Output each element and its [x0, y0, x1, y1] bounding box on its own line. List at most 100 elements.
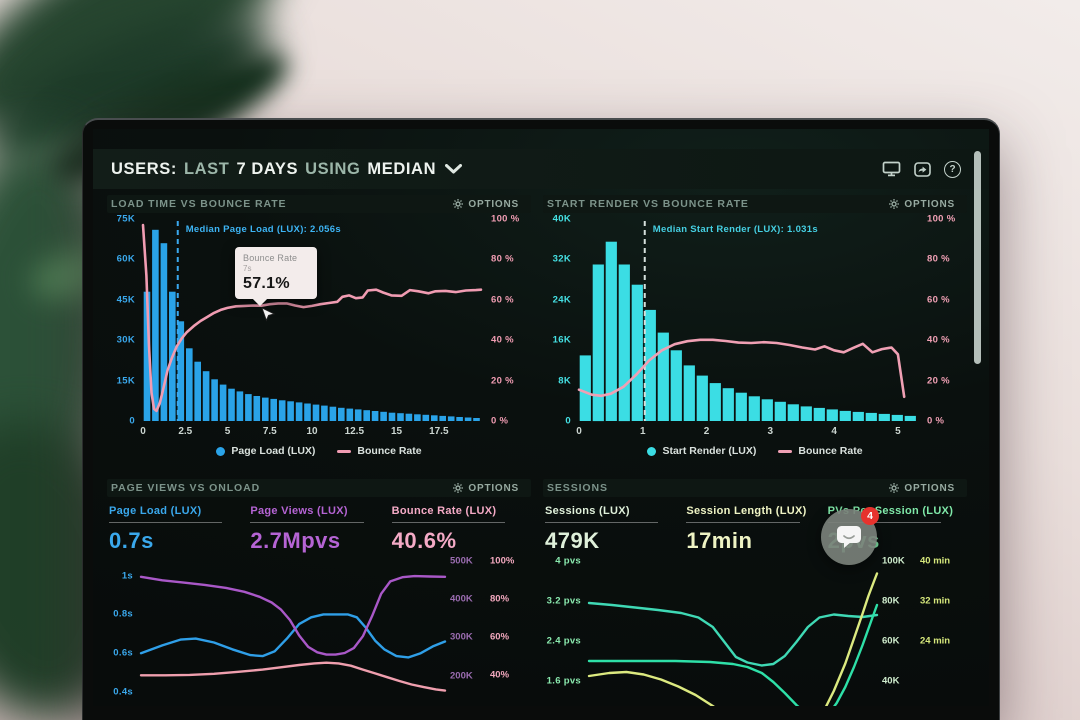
- histogram-bar[interactable]: [160, 243, 168, 421]
- histogram-bar[interactable]: [774, 401, 786, 421]
- histogram-bar[interactable]: [253, 396, 261, 421]
- histogram-bar[interactable]: [262, 397, 269, 421]
- histogram-bar[interactable]: [278, 400, 286, 421]
- histogram-bar[interactable]: [236, 391, 244, 421]
- histogram-bar[interactable]: [761, 399, 773, 421]
- histogram-bar[interactable]: [152, 229, 159, 421]
- histogram-bar[interactable]: [657, 332, 669, 421]
- plot-area[interactable]: 0 1 2 3 4 5 Median Start Render (LUX): 1.031s: [576, 219, 917, 437]
- histogram-bar[interactable]: [878, 413, 890, 421]
- legend-item[interactable]: Start Render (LUX): [647, 445, 756, 457]
- histogram-bar[interactable]: [295, 402, 303, 421]
- tooltip: Bounce Rate 7s 57.1%: [235, 247, 317, 299]
- histogram-bar[interactable]: [592, 264, 604, 422]
- histogram-bar[interactable]: [865, 412, 877, 421]
- metric-value: 17min: [686, 528, 753, 553]
- scrollbar[interactable]: [974, 151, 981, 364]
- legend-item[interactable]: Bounce Rate: [778, 445, 863, 457]
- histogram-bar[interactable]: [644, 309, 656, 421]
- histogram-bar[interactable]: [473, 418, 480, 421]
- legend-item[interactable]: Bounce Rate: [337, 445, 422, 457]
- histogram-bar[interactable]: [839, 410, 851, 421]
- y-axis-right: 100K 80K 60K 40K 40 min 32 min 24 min: [877, 556, 963, 706]
- histogram-bar[interactable]: [431, 415, 438, 421]
- axis-tick: 0.4s: [113, 686, 133, 698]
- histogram-bar[interactable]: [456, 417, 463, 421]
- histogram-bar[interactable]: [388, 412, 396, 421]
- histogram-bar[interactable]: [270, 398, 277, 421]
- histogram-bar[interactable]: [464, 417, 472, 422]
- histogram-bar[interactable]: [414, 414, 421, 421]
- help-button[interactable]: ?: [944, 160, 961, 178]
- histogram-bar[interactable]: [380, 411, 387, 421]
- panel-sessions: SESSIONS OPTIONS: [543, 479, 967, 706]
- axis-tick: 60K: [882, 635, 900, 647]
- histogram-bar[interactable]: [245, 394, 252, 421]
- panel-start-render-vs-bounce-rate: START RENDER VS BOUNCE RATE OPTIONS: [543, 195, 967, 467]
- display-button[interactable]: [882, 161, 901, 177]
- histogram-bar[interactable]: [904, 415, 916, 421]
- panel-title: PAGE VIEWS VS ONLOAD: [111, 482, 261, 494]
- y-axis-left: 75K 60K 45K 30K 15K 0: [107, 214, 143, 427]
- options-button[interactable]: OPTIONS: [447, 198, 525, 211]
- x-tick: 2.5: [178, 426, 193, 437]
- histogram-bar[interactable]: [346, 408, 354, 421]
- histogram-bar[interactable]: [618, 264, 630, 422]
- histogram-bar[interactable]: [722, 388, 734, 421]
- histogram-bar[interactable]: [891, 414, 903, 421]
- histogram-bar[interactable]: [321, 405, 328, 421]
- histogram-bar[interactable]: [748, 396, 760, 421]
- options-button[interactable]: OPTIONS: [883, 198, 961, 211]
- histogram-bar[interactable]: [397, 413, 404, 421]
- histogram-bar[interactable]: [371, 411, 379, 421]
- histogram-bar[interactable]: [304, 403, 311, 422]
- histogram-bar[interactable]: [354, 409, 362, 421]
- histogram-bar[interactable]: [177, 321, 185, 421]
- histogram-bar[interactable]: [287, 401, 294, 421]
- histogram-bar[interactable]: [631, 284, 643, 421]
- histogram-bar[interactable]: [579, 355, 591, 421]
- histogram-bar[interactable]: [194, 361, 201, 421]
- axis-tick: 40%: [490, 669, 510, 681]
- histogram-bar[interactable]: [670, 350, 682, 421]
- histogram-bar[interactable]: [329, 406, 337, 421]
- legend-item[interactable]: Page Load (LUX): [216, 445, 315, 457]
- plot-area[interactable]: 0 2.5 5 7.5 10 12.5 15 17.5 Median Page Load (L…: [140, 219, 483, 437]
- histogram-bar[interactable]: [787, 404, 799, 421]
- options-button[interactable]: OPTIONS: [883, 482, 961, 495]
- histogram-bar[interactable]: [605, 241, 617, 421]
- histogram-bar[interactable]: [852, 411, 864, 421]
- plot-area[interactable]: [587, 560, 879, 706]
- histogram-bar[interactable]: [405, 413, 413, 421]
- histogram-bar[interactable]: [422, 414, 430, 421]
- axis-tick: 300K: [450, 631, 473, 643]
- histogram-bar[interactable]: [735, 392, 747, 421]
- histogram-bar[interactable]: [186, 348, 193, 421]
- histogram-bar[interactable]: [813, 407, 825, 421]
- histogram-bar[interactable]: [439, 415, 446, 421]
- metric-page-load: Page Load (LUX) 0.7s: [107, 505, 248, 554]
- histogram-bar[interactable]: [338, 407, 345, 421]
- share-button[interactable]: [914, 161, 931, 177]
- histogram-bar[interactable]: [683, 365, 695, 421]
- chat-button[interactable]: 4: [821, 507, 879, 565]
- histogram-bar[interactable]: [826, 409, 838, 421]
- panel-title: SESSIONS: [547, 482, 608, 494]
- histogram-bar[interactable]: [143, 291, 151, 421]
- histogram-bar[interactable]: [219, 384, 227, 421]
- median-dropdown-button[interactable]: [445, 164, 463, 174]
- histogram-bar[interactable]: [800, 406, 812, 421]
- histogram-bar[interactable]: [696, 375, 708, 421]
- axis-tick: 20 %: [927, 375, 950, 387]
- histogram-bar[interactable]: [447, 416, 455, 421]
- plot-area[interactable]: [139, 560, 447, 706]
- options-button[interactable]: OPTIONS: [447, 482, 525, 495]
- histogram-bar[interactable]: [363, 410, 370, 421]
- sessions-chart: 4 pvs 3.2 pvs 2.4 pvs 1.6 pvs 100K 80K 60K 40K…: [543, 556, 967, 706]
- histogram-bar[interactable]: [709, 383, 721, 421]
- histogram-bar[interactable]: [228, 388, 235, 421]
- histogram-bar[interactable]: [312, 404, 320, 421]
- metric-underline: [827, 522, 941, 523]
- histogram-bar[interactable]: [211, 379, 218, 421]
- histogram-bar[interactable]: [202, 371, 210, 421]
